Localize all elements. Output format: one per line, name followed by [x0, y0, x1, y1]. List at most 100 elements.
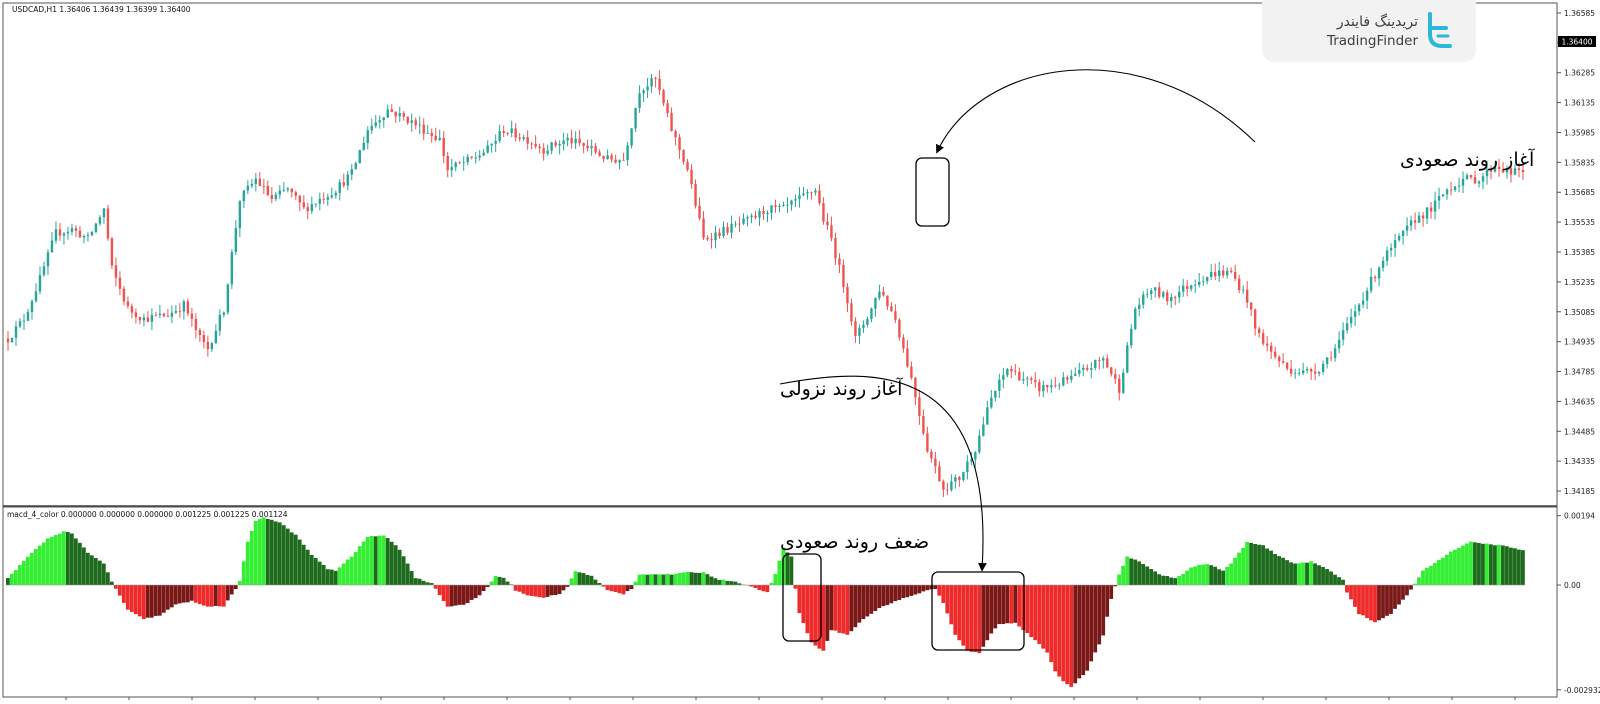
candle [430, 128, 433, 143]
candle-body [198, 329, 202, 336]
candle [86, 232, 90, 242]
candle [1397, 233, 1401, 242]
candle-body [1265, 343, 1269, 346]
macd-histogram-bar [1033, 585, 1038, 641]
candle [1026, 376, 1029, 387]
macd-histogram-bar [325, 569, 330, 586]
candle [1210, 264, 1213, 281]
candle [1253, 308, 1257, 336]
macd-histogram-bar [941, 585, 946, 603]
candle [562, 132, 565, 151]
candle-body [1106, 358, 1109, 368]
candle-body [126, 301, 130, 307]
candle [1489, 165, 1493, 180]
candle [654, 76, 657, 88]
candle-body [1206, 276, 1209, 282]
candle-body [450, 167, 453, 171]
candle [774, 199, 777, 213]
candle [306, 202, 310, 220]
candle-body [1066, 377, 1069, 380]
candle [282, 181, 286, 193]
candle [1094, 359, 1097, 371]
candle [510, 120, 513, 138]
macd-histogram-bar [569, 578, 574, 586]
candle-body [1405, 225, 1409, 231]
candle [1345, 316, 1349, 334]
macd-histogram-bar [501, 577, 506, 586]
candle-body [1325, 357, 1329, 364]
candle [582, 142, 585, 154]
candle [30, 299, 34, 320]
candle [1114, 368, 1117, 385]
candle-body [1333, 348, 1337, 359]
candle-body [770, 205, 773, 213]
candle-body [1098, 360, 1101, 361]
macd-histogram-bar [169, 585, 174, 608]
candle [814, 188, 817, 196]
candle-body [890, 306, 893, 312]
candle-body [526, 137, 529, 144]
candle-body [982, 424, 985, 436]
macd-histogram-bar [901, 585, 906, 598]
candle [1198, 273, 1201, 288]
candle [1325, 357, 1329, 369]
candle [1437, 187, 1441, 210]
candle [274, 191, 278, 202]
candle-body [478, 155, 481, 158]
candle-body [438, 137, 441, 141]
logo-text-en: TradingFinder [1326, 33, 1418, 49]
candle [838, 253, 841, 274]
candle-body [30, 300, 34, 312]
macd-histogram-bar [641, 574, 646, 586]
candle [1194, 279, 1197, 294]
candle [1062, 372, 1065, 387]
candle-body [118, 277, 122, 289]
macd-histogram-bar [489, 581, 494, 586]
candle-body [466, 156, 469, 163]
macd-histogram-bar [1017, 585, 1022, 627]
macd-histogram-bar [1141, 564, 1146, 586]
candle [414, 117, 417, 130]
price-axis-label: 1.36285 [1564, 69, 1595, 78]
candle-body [38, 275, 42, 292]
current-price-tag: 1.36400 [1561, 38, 1592, 47]
macd-histogram-bar [753, 585, 758, 588]
macd-histogram-bar [165, 585, 170, 610]
macd-histogram-bar [137, 585, 142, 617]
candle [678, 133, 681, 159]
candle-body [722, 227, 725, 237]
macd-histogram-bar [1057, 585, 1062, 677]
macd-histogram-bar [1081, 585, 1086, 676]
candle [1166, 289, 1169, 306]
macd-histogram-bar [457, 585, 462, 605]
macd-histogram-bar [369, 535, 374, 586]
candle [966, 455, 969, 480]
candle-body [1162, 292, 1165, 297]
uptrend-start-box [915, 157, 950, 227]
price-axis-label: 1.34485 [1564, 427, 1595, 436]
macd-histogram-bar [801, 585, 806, 624]
macd-histogram-bar [657, 574, 662, 586]
candle [782, 201, 785, 207]
macd-histogram-bar [1385, 585, 1389, 616]
macd-histogram-bar [937, 585, 942, 596]
candle-body [1130, 328, 1133, 346]
candle-body [918, 397, 921, 417]
macd-histogram-bar [533, 585, 538, 597]
macd-histogram-bar [985, 585, 990, 641]
candle-body [806, 192, 809, 194]
macd-histogram-bar [653, 574, 658, 586]
candle [810, 191, 813, 200]
candle [702, 211, 705, 240]
candle-body [1114, 374, 1117, 379]
candle [1449, 181, 1453, 196]
candle-body [998, 379, 1001, 391]
candle [194, 313, 198, 339]
macd-histogram-bar [105, 572, 110, 586]
candle-body [186, 301, 190, 314]
macd-histogram-bar [797, 585, 802, 614]
macd-histogram-bar [1097, 585, 1102, 645]
macd-histogram-bar [1401, 585, 1405, 600]
macd-histogram-bar [917, 585, 922, 594]
candle-body [1014, 371, 1017, 373]
